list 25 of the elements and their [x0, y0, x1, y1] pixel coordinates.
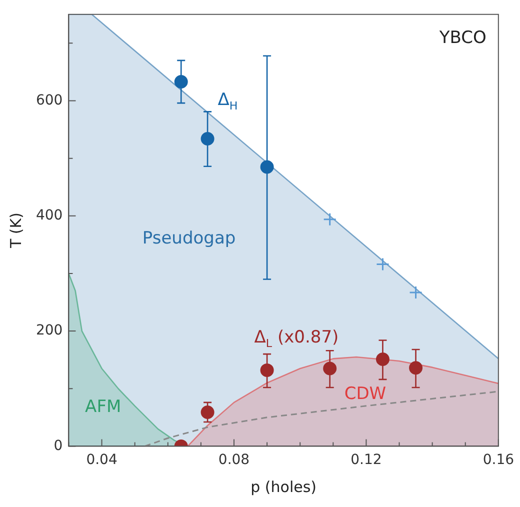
point	[174, 75, 188, 89]
x-tick-label: 0.12	[350, 452, 382, 468]
point	[323, 362, 337, 376]
y-tick-label: 0	[54, 438, 63, 454]
y-tick-label: 200	[36, 322, 63, 339]
x-tick-label: 0.04	[86, 452, 118, 468]
y-axis-title: T (K)	[6, 212, 25, 250]
series-label: AFM	[85, 396, 122, 417]
y-tick-label: 400	[36, 208, 63, 224]
point	[260, 363, 274, 377]
point	[260, 160, 274, 174]
point	[200, 132, 214, 146]
annotation: YBCO	[438, 28, 486, 48]
point	[409, 361, 423, 375]
x-tick-label: 0.16	[482, 452, 514, 468]
point	[323, 212, 337, 226]
point	[409, 286, 423, 300]
series-label: CDW	[344, 384, 386, 404]
series-label: Pseudogap	[142, 228, 236, 248]
y-tick-label: 600	[36, 92, 63, 108]
point	[376, 352, 390, 366]
point	[200, 405, 214, 419]
x-axis-title: p (holes)	[250, 478, 317, 496]
point	[376, 258, 390, 272]
x-tick-label: 0.08	[218, 452, 250, 468]
